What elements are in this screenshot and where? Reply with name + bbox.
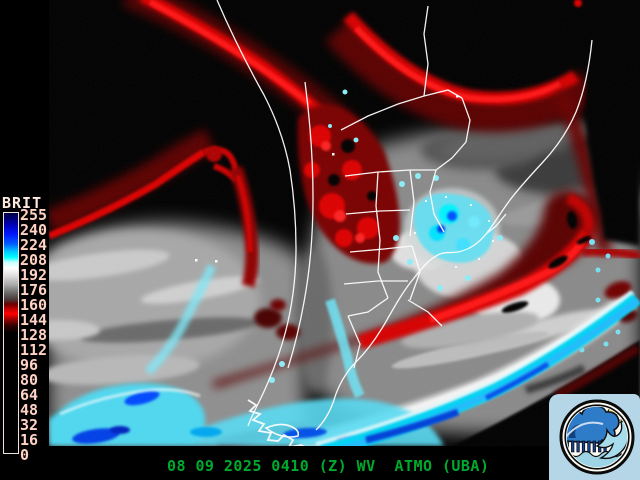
colorbar-gradient [3,212,19,454]
colorbar-tick-label: 192 [20,266,48,284]
weather-logo-icon [559,399,635,475]
colorbar-tick-label: 112 [20,341,48,359]
colorbar-tick-label: 176 [20,281,48,299]
colorbar-tick-label: 160 [20,296,48,314]
colorbar-tick-label: 96 [20,356,39,374]
colorbar-tick-label: 64 [20,386,39,404]
colorbar-tick-label: 32 [20,416,39,434]
colorbar-tick-label: 80 [20,371,39,389]
atmo-uba-logo [549,394,640,480]
water-vapor-map [49,0,640,446]
ocean-wave-icon [595,419,628,460]
colorbar-tick-label: 0 [20,446,30,464]
colorbar-tick-label: 208 [20,251,48,269]
colorbar-tick-label: 16 [20,431,39,449]
colorbar-tick-label: 224 [20,236,48,254]
colorbar-tick-label: 240 [20,221,48,239]
colorbar: BRIT 255 240 224 208 192 176 160 144 128 112 96 80 6… [0,0,60,480]
satellite-image [49,0,640,446]
timestamp-caption: 08 09 2025 0410 (Z) WV ATMO (UBA) [167,457,490,475]
colorbar-tick-label: 128 [20,326,48,344]
colorbar-tick-label: 48 [20,401,39,419]
colorbar-title: BRIT [2,194,43,212]
colorbar-tick-label: 144 [20,311,48,329]
colorbar-tick-label: 255 [20,206,48,224]
